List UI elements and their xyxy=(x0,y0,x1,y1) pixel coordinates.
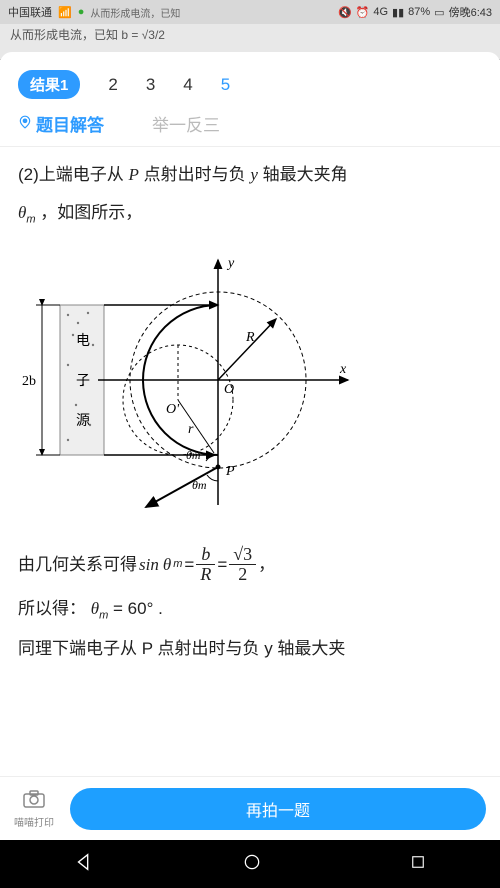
diagram-label-x: x xyxy=(339,362,347,377)
fraction-b-over-R: b R xyxy=(196,545,215,586)
pin-icon xyxy=(18,114,32,134)
physics-diagram: 电 子 源 2b y x O R xyxy=(18,245,482,525)
sub-tabs: 题目解答 举一反三 xyxy=(0,105,500,146)
subtab-solution[interactable]: 题目解答 xyxy=(18,111,104,136)
retake-label: 再拍一题 xyxy=(246,797,310,821)
diagram-label-theta-upper: θm xyxy=(186,448,201,462)
fraction-sqrt3-over-2: √3 2 xyxy=(229,545,256,586)
clock-label: 傍晚6:43 xyxy=(449,4,492,20)
diagram-label-src2: 子 xyxy=(76,373,90,389)
tab-result-5[interactable]: 5 xyxy=(221,75,230,95)
app-panel: 结果1 2 3 4 5 题目解答 举一反三 (2)上端电子从 P 点射出时与负 … xyxy=(0,52,500,840)
mute-icon: 🔇 xyxy=(338,6,352,19)
diagram-label-2b: 2b xyxy=(22,374,36,389)
battery-label: 87% xyxy=(408,6,430,18)
print-button[interactable]: 喵喵打印 xyxy=(14,789,54,829)
android-status-bar: 中国联通 📶 ● 从而形成电流，已知 🔇 ⏰ 4G ▮▮ 87% ▭ 傍晚6:4… xyxy=(0,0,500,24)
camera-icon xyxy=(22,789,46,812)
network-label: 4G xyxy=(373,6,388,18)
diagram-label-O: O xyxy=(224,382,234,397)
equation-1: 由几何关系可得 sin θm = b R = √3 2 ， xyxy=(18,545,482,586)
diagram-label-r: r xyxy=(188,422,194,437)
nav-back-icon[interactable] xyxy=(73,851,95,878)
status-notif-text: 从而形成电流，已知 xyxy=(90,5,180,20)
alarm-icon: ⏰ xyxy=(356,6,370,19)
solution-content[interactable]: (2)上端电子从 P 点射出时与负 y 轴最大夹角 θm ，如图所示， 电 子 … xyxy=(0,147,500,776)
nav-recent-icon[interactable] xyxy=(409,853,427,876)
signal-icon: ▮▮ xyxy=(392,6,404,19)
diagram-label-R: R xyxy=(245,330,255,345)
tab-result-4[interactable]: 4 xyxy=(183,75,192,95)
diagram-label-Oprime: O' xyxy=(166,402,180,417)
diagram-label-P: P xyxy=(225,464,235,479)
nav-home-icon[interactable] xyxy=(242,852,262,877)
tab-result-1[interactable]: 结果1 xyxy=(18,70,80,99)
tab-result-2[interactable]: 2 xyxy=(108,75,117,95)
diagram-label-src3: 源 xyxy=(76,413,90,429)
carrier-label: 中国联通 xyxy=(8,4,52,20)
paragraph-3: 所以得： θm = 60° . xyxy=(18,593,482,626)
battery-icon: ▭ xyxy=(434,6,444,19)
diagram-label-src1: 电 xyxy=(76,333,90,349)
paragraph-4: 同理下端电子从 P 点射出时与负 y 轴最大夹 xyxy=(18,633,482,665)
retake-button[interactable]: 再拍一题 xyxy=(70,788,486,830)
diagram-label-y: y xyxy=(226,256,235,271)
paragraph-1: (2)上端电子从 P 点射出时与负 y 轴最大夹角 xyxy=(18,159,482,191)
android-nav-bar xyxy=(0,840,500,888)
wechat-icon: ● xyxy=(78,6,85,18)
tab-result-3[interactable]: 3 xyxy=(146,75,155,95)
result-tabs: 结果1 2 3 4 5 xyxy=(0,62,500,105)
subtab-solution-label: 题目解答 xyxy=(36,111,104,136)
bottom-action-bar: 喵喵打印 再拍一题 xyxy=(0,776,500,840)
paragraph-2: θm ，如图所示， xyxy=(18,197,482,230)
print-label: 喵喵打印 xyxy=(14,814,54,829)
subtab-similar[interactable]: 举一反三 xyxy=(152,111,220,136)
wifi-icon: 📶 xyxy=(58,6,72,19)
